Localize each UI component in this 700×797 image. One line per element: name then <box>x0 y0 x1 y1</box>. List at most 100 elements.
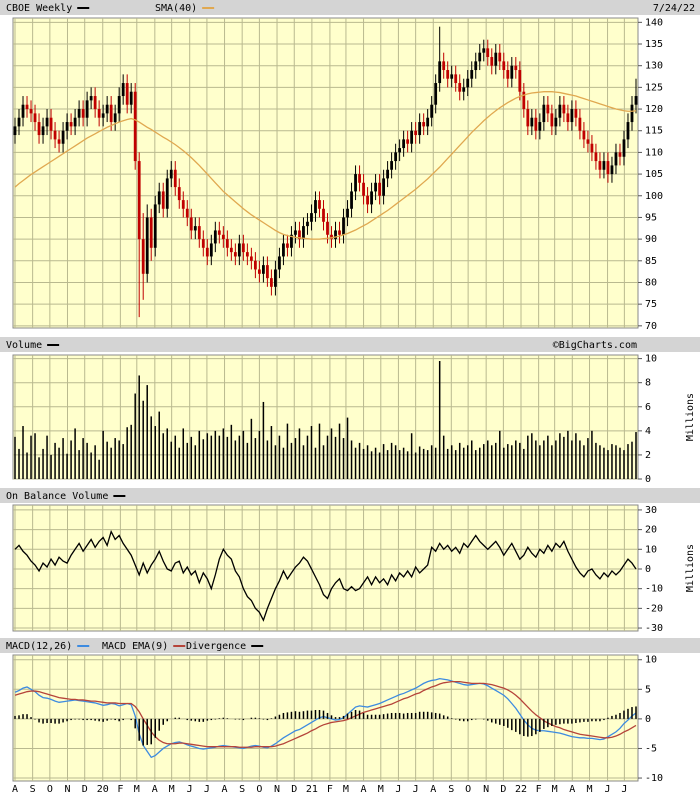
bar <box>214 430 217 479</box>
candle-body <box>602 161 606 170</box>
bar <box>547 718 549 728</box>
candle-body <box>554 117 558 127</box>
bar <box>146 718 148 745</box>
candle-body <box>498 52 502 62</box>
x-tick-label: J <box>621 784 627 795</box>
bar <box>202 718 205 722</box>
candle-body <box>21 104 25 118</box>
bar <box>418 446 421 479</box>
candle-body <box>189 217 193 231</box>
bar <box>250 717 253 719</box>
bar <box>234 440 237 479</box>
bar <box>394 712 397 719</box>
bar <box>402 713 405 719</box>
bar <box>446 448 449 479</box>
bar <box>302 711 305 719</box>
bar <box>298 711 301 719</box>
bar <box>478 447 481 479</box>
x-tick-label: A <box>430 784 436 795</box>
candle-body <box>185 208 189 218</box>
bar <box>46 718 48 724</box>
x-tick-label: A <box>569 784 575 795</box>
candle-body <box>538 122 542 131</box>
candle-body <box>29 109 33 114</box>
bar <box>90 718 92 721</box>
candle-body <box>205 247 209 257</box>
bar <box>58 718 60 724</box>
bar <box>86 442 88 479</box>
bar <box>182 428 185 479</box>
bar <box>406 712 409 719</box>
y-tick-label: 8 <box>645 378 651 389</box>
bar <box>575 718 577 724</box>
candle-body <box>470 70 474 79</box>
candle-body <box>626 122 630 140</box>
bar <box>374 447 377 479</box>
y-tick-label: 105 <box>645 169 663 180</box>
y-tick-label: -5 <box>645 743 657 754</box>
candle-body <box>522 91 526 110</box>
candle-body <box>422 122 426 127</box>
bar <box>34 718 36 720</box>
x-tick-label: F <box>536 784 542 795</box>
bar <box>282 712 285 719</box>
bar <box>450 718 453 719</box>
bar <box>615 445 617 479</box>
candle-body <box>434 83 438 105</box>
y-tick-label: 70 <box>645 321 657 332</box>
bar <box>587 438 589 479</box>
candle-body <box>37 122 41 136</box>
bar <box>334 436 337 479</box>
bar <box>511 718 513 731</box>
bar <box>90 452 92 479</box>
bar <box>254 438 257 479</box>
bar <box>198 718 201 722</box>
candle-body <box>526 109 530 127</box>
x-tick-label: M <box>587 784 593 795</box>
x-tick-label: F <box>117 784 123 795</box>
bar <box>82 438 84 479</box>
bar <box>595 718 597 722</box>
bar <box>378 714 381 719</box>
x-tick-label: N <box>64 784 70 795</box>
bar <box>194 718 197 722</box>
candle-body <box>358 174 361 183</box>
bar <box>414 452 417 479</box>
bar <box>146 385 148 479</box>
candle-body <box>542 104 546 123</box>
bar <box>579 440 581 479</box>
bar <box>462 718 465 722</box>
bar <box>66 453 68 479</box>
bar <box>270 426 273 479</box>
bar <box>527 435 529 479</box>
candle-body <box>129 91 133 105</box>
bar <box>114 438 116 479</box>
candle-body <box>290 234 293 248</box>
bar <box>210 718 213 721</box>
bar <box>226 436 229 479</box>
header-bar <box>0 337 700 352</box>
candle-body <box>233 252 237 257</box>
plot-area <box>12 354 639 480</box>
bar <box>178 447 181 479</box>
x-tick-label: S <box>239 784 245 795</box>
candle-body <box>414 130 418 136</box>
candle-body <box>57 139 61 144</box>
legend-label: Volume <box>6 340 42 351</box>
bar <box>22 714 24 719</box>
bar <box>358 710 361 719</box>
bar <box>539 445 541 479</box>
bar <box>531 718 533 737</box>
bar <box>266 440 269 479</box>
bar <box>34 433 36 479</box>
bar <box>14 715 16 719</box>
bar <box>346 417 349 479</box>
candle-body <box>81 109 85 118</box>
bar <box>162 718 164 725</box>
candle-body <box>406 139 410 144</box>
bar <box>559 718 561 725</box>
bar <box>154 718 156 738</box>
x-tick-label: S <box>448 784 454 795</box>
y-axis-label: Millions <box>685 544 696 592</box>
bar <box>619 712 621 719</box>
